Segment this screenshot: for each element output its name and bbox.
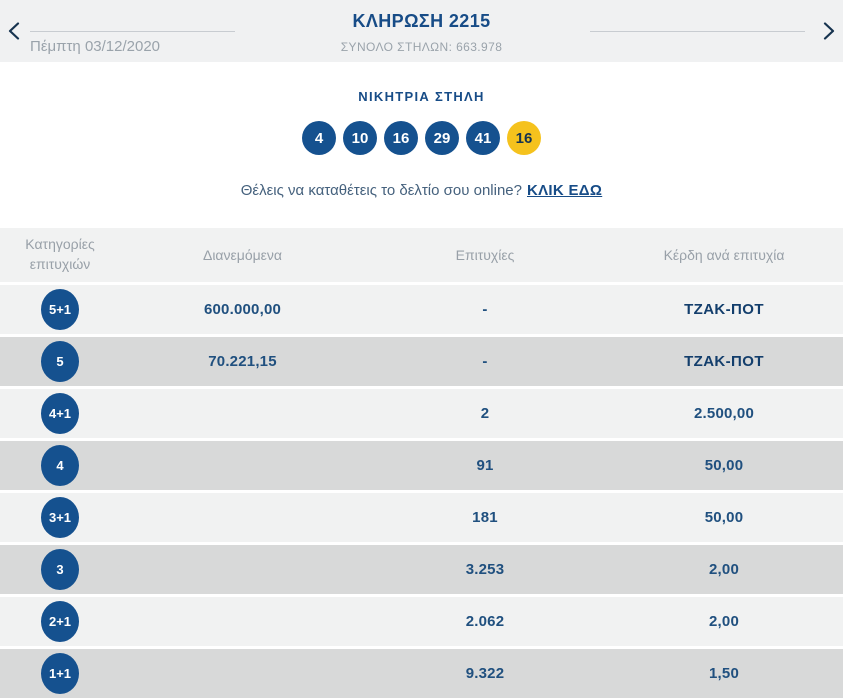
prize-cell: 2,00 (709, 561, 739, 578)
table-row: 5+1 600.000,00 - ΤΖΑΚ-ΠΟΤ (0, 282, 843, 334)
category-badge: 3 (41, 549, 79, 590)
distributed-cell: 600.000,00 (203, 301, 282, 318)
draw-title: ΚΛΗΡΩΣΗ 2215 (352, 11, 491, 31)
next-draw-button[interactable] (817, 20, 841, 44)
winners-cell: 181 (472, 509, 498, 526)
chevron-right-icon (823, 21, 835, 43)
table-row: 1+1 9.322 1,50 (0, 646, 843, 698)
draw-title-block: ΚΛΗΡΩΣΗ 2215 ΣΥΝΟΛΟ ΣΤΗΛΩΝ: 663.978 (0, 11, 843, 54)
draw-date-block: Πέμπτη 03/12/2020 (30, 31, 235, 55)
category-badge: 3+1 (41, 497, 79, 538)
distributed-cell: 70.221,15 (208, 353, 277, 370)
total-columns-label: ΣΥΝΟΛΟ ΣΤΗΛΩΝ: 663.978 (340, 40, 503, 54)
right-divider (590, 31, 805, 32)
prize-cell: 50,00 (704, 457, 744, 474)
winning-number-ball: 29 (425, 121, 459, 155)
winners-cell: - (482, 353, 488, 370)
table-row: 5 70.221,15 - ΤΖΑΚ-ΠΟΤ (0, 334, 843, 386)
winners-cell: 2.062 (465, 613, 505, 630)
winners-cell: 91 (476, 457, 494, 474)
results-table-body: 5+1 600.000,00 - ΤΖΑΚ-ΠΟΤ 5 70.221,15 - ΤΖΑΚ-ΠΟ… (0, 282, 843, 698)
click-here-link[interactable]: ΚΛΙΚ ΕΔΩ (527, 182, 603, 199)
category-badge: 4 (41, 445, 79, 486)
joker-number-ball: 16 (507, 121, 541, 155)
prize-cell: 2.500,00 (694, 405, 754, 422)
results-table: Κατηγορίες επιτυχιών Διανεμόμενα Επιτυχί… (0, 228, 843, 698)
draw-date: Πέμπτη 03/12/2020 (30, 38, 161, 55)
winners-cell: 2 (480, 405, 490, 422)
table-row: 4 91 50,00 (0, 438, 843, 490)
category-badge: 4+1 (41, 393, 79, 434)
prize-cell: 1,50 (709, 665, 739, 682)
winning-number-ball: 41 (466, 121, 500, 155)
winning-number-ball: 10 (343, 121, 377, 155)
promo-line: Θέλεις να καταθέτεις το δελτίο σου onlin… (0, 182, 843, 199)
winning-number-ball: 16 (384, 121, 418, 155)
category-badge: 5+1 (41, 289, 79, 330)
table-row: 3+1 181 50,00 (0, 490, 843, 542)
column-header-categories: Κατηγορίες επιτυχιών (25, 236, 95, 272)
prize-cell: 50,00 (704, 509, 744, 526)
category-badge: 5 (41, 341, 79, 382)
column-header-prize-per-win: Κέρδη ανά επιτυχία (663, 247, 785, 263)
prize-cell: ΤΖΑΚ-ΠΟΤ (684, 301, 764, 318)
draw-header: Πέμπτη 03/12/2020 ΚΛΗΡΩΣΗ 2215 ΣΥΝΟΛΟ ΣΤ… (0, 0, 843, 62)
winning-column-heading: ΝΙΚΗΤΡΙΑ ΣΤΗΛΗ (358, 89, 485, 104)
winners-cell: 3.253 (465, 561, 505, 578)
prize-cell: 2,00 (709, 613, 739, 630)
chevron-left-icon (8, 21, 20, 43)
prize-cell: ΤΖΑΚ-ΠΟΤ (684, 353, 764, 370)
column-header-winners: Επιτυχίες (455, 247, 515, 263)
table-row: 3 3.253 2,00 (0, 542, 843, 594)
winning-numbers: 4 10 16 29 41 16 (0, 121, 843, 155)
winners-cell: - (482, 301, 488, 318)
column-header-distributed: Διανεμόμενα (202, 247, 283, 263)
winning-column-section: ΝΙΚΗΤΡΙΑ ΣΤΗΛΗ 4 10 16 29 41 16 Θέλεις να κατ… (0, 89, 843, 199)
previous-draw-button[interactable] (2, 20, 26, 44)
category-badge: 2+1 (41, 601, 79, 642)
table-row: 4+1 2 2.500,00 (0, 386, 843, 438)
winning-number-ball: 4 (302, 121, 336, 155)
results-table-header: Κατηγορίες επιτυχιών Διανεμόμενα Επιτυχί… (0, 228, 843, 282)
category-badge: 1+1 (41, 653, 79, 694)
table-row: 2+1 2.062 2,00 (0, 594, 843, 646)
left-divider (30, 31, 235, 32)
winners-cell: 9.322 (465, 665, 505, 682)
promo-text: Θέλεις να καταθέτεις το δελτίο σου onlin… (240, 182, 522, 199)
